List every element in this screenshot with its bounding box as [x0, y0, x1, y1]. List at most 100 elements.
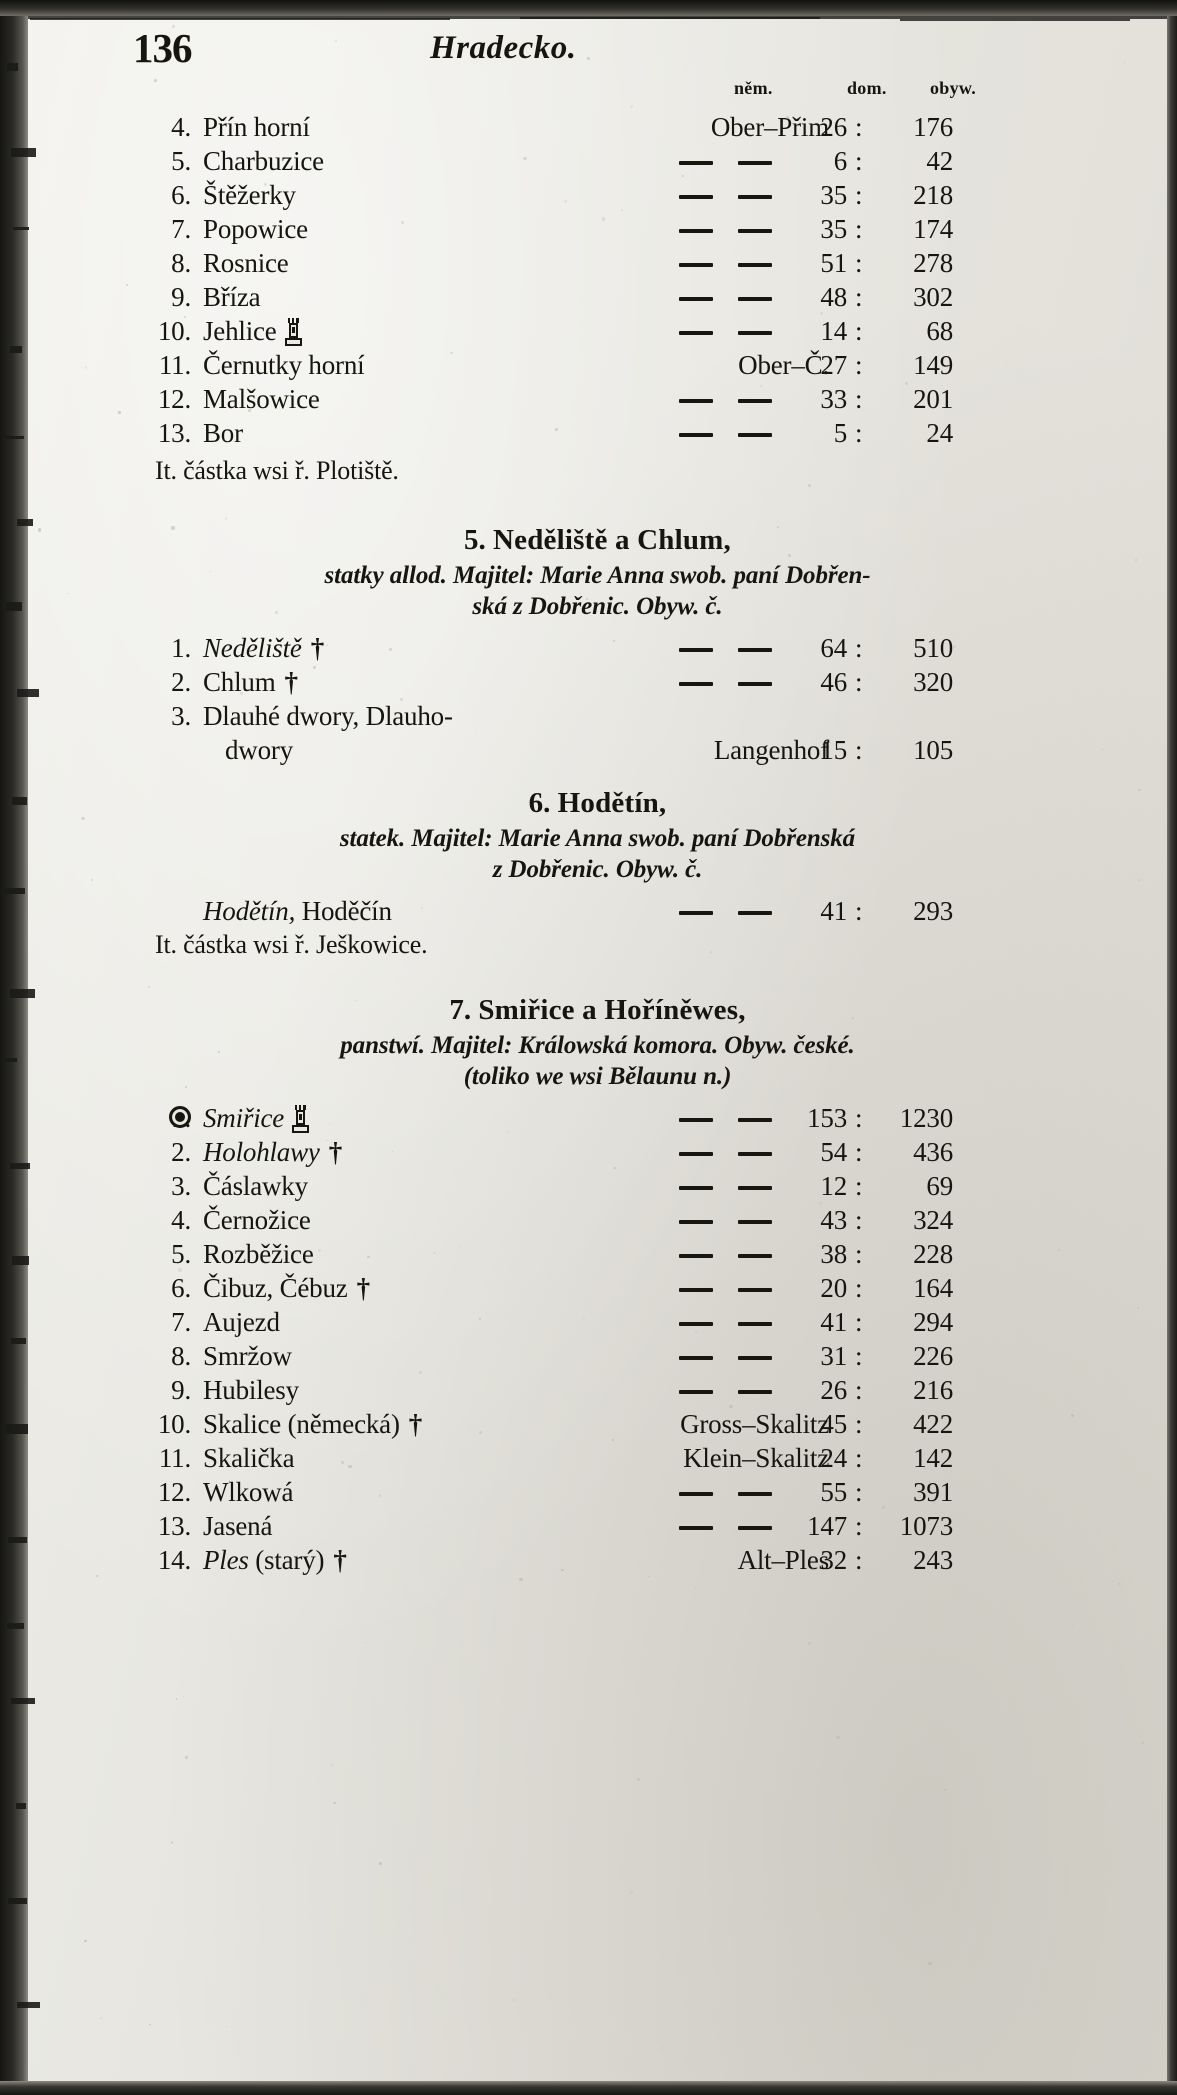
dash-german [679, 229, 713, 233]
paper-speck [807, 483, 811, 488]
table-row: 10. Jehlice 14: 68 [133, 316, 1063, 348]
dash-german [679, 1254, 713, 1258]
inhabitants-count: 24 [926, 418, 953, 448]
paper-speck [185, 1085, 188, 1088]
paper-speck [284, 267, 287, 270]
table-row: 11. Černutky horní Ober–Č. 27: 149 [133, 350, 1063, 382]
paper-speck [239, 692, 243, 696]
settlement-name: Bříza [203, 282, 261, 313]
paper-speck [367, 1255, 370, 1259]
row-index: 8. [171, 1341, 191, 1371]
dash-german [679, 1356, 713, 1360]
count-separator: : [855, 633, 863, 663]
row-index: 10. [157, 1409, 191, 1439]
settlement-name: Jehlice [203, 316, 302, 347]
paper-speck [182, 1696, 184, 1698]
paper-speck [331, 1763, 334, 1767]
paper-speck [341, 1460, 345, 1464]
houses-count: 41 [820, 896, 847, 926]
inhabitants-count: 391 [913, 1477, 953, 1507]
dash-german [679, 1220, 713, 1224]
german-name: Langenhof [713, 735, 829, 765]
row-index: 6. [171, 1273, 191, 1303]
count-separator: : [855, 1545, 863, 1575]
paper-speck [400, 220, 404, 224]
paper-speck [224, 517, 227, 520]
dash-german-2 [738, 1254, 772, 1258]
section-title: Smiřice a Hoříněwes, [478, 994, 746, 1026]
houses-count: 153 [807, 1103, 847, 1133]
paper-speck [1071, 1414, 1075, 1418]
paper-speck [81, 816, 85, 820]
count-separator: : [855, 1239, 863, 1269]
count-separator: : [855, 248, 863, 278]
paper-speck [820, 312, 824, 315]
dash-german-2 [738, 195, 772, 199]
paper-speck [67, 592, 69, 595]
paper-speck [450, 351, 453, 355]
inhabitants-count: 294 [913, 1307, 953, 1337]
scanner-edge-notch [16, 2001, 40, 2008]
paper-speck [474, 728, 477, 731]
scanner-edge-notch [9, 345, 23, 354]
castle-base [284, 338, 302, 346]
settlement-name-text: Černutky horní [203, 350, 365, 380]
table-row: 11. Skalička Klein–Skalitz 24: 142 [133, 1443, 1063, 1475]
settlement-name: Smiřice [169, 1103, 310, 1134]
paper-speck [564, 199, 567, 203]
paper-edge-artifact [30, 18, 450, 20]
houses-count: 38 [820, 1239, 847, 1269]
scanner-edge-notch [5, 1424, 29, 1435]
paper-speck [836, 1735, 840, 1739]
scanner-edge-notch [7, 1537, 27, 1543]
paper-speck [295, 1223, 299, 1227]
paper-speck [218, 1051, 220, 1053]
dash-german [679, 1492, 713, 1496]
castle-window [299, 1114, 303, 1120]
settlement-name-text: Holohlawy [203, 1137, 320, 1167]
houses-count: 46 [820, 667, 847, 697]
dash-german [679, 195, 713, 199]
houses-count: 48 [820, 282, 847, 312]
houses-count: 43 [820, 1205, 847, 1235]
count-separator: : [855, 1307, 863, 1337]
paper-speck [612, 1439, 614, 1441]
paper-speck [636, 1778, 640, 1782]
dash-german [679, 1288, 713, 1292]
dash-german-2 [738, 1356, 772, 1360]
table-row: 6. Štěžerky 35: 218 [133, 180, 1063, 212]
paper-speck [478, 1431, 482, 1435]
houses-count: 15 [820, 735, 847, 765]
section-number: 7. [449, 994, 479, 1026]
count-separator: : [855, 1409, 863, 1439]
dash-german-2 [738, 1322, 772, 1326]
houses-count: 41 [820, 1307, 847, 1337]
table-row: 5. Charbuzice 6: 42 [133, 146, 1063, 178]
houses-count: 147 [807, 1511, 847, 1541]
paper-speck [612, 639, 616, 643]
paper-speck [1124, 61, 1126, 64]
scanner-edge-left [0, 0, 28, 2095]
paper-speck [561, 1568, 564, 1572]
dash-german [679, 682, 713, 686]
paper-speck [185, 1755, 189, 1759]
count-separator: : [855, 1273, 863, 1303]
section-heading: 5. Neděliště a Chlum, [28, 524, 1167, 557]
settlement-name-text: Bříza [203, 282, 261, 312]
count-separator: : [855, 180, 863, 210]
settlement-name: Rozběžice [203, 1239, 314, 1270]
paper-speck [851, 1016, 855, 1020]
table-row: 2. Holohlawy † 54: 436 [133, 1137, 1063, 1169]
table-row: 7. Popowice 35: 174 [133, 214, 1063, 246]
row-index: 5. [171, 146, 191, 176]
paper-speck [759, 384, 762, 388]
paper-speck [263, 183, 267, 186]
settlement-name-text: Neděliště [203, 633, 302, 663]
scanner-edge-notch [12, 796, 28, 806]
paper-speck [365, 1642, 367, 1644]
dash-german-2 [738, 682, 772, 686]
settlement-name-text: Malšowice [203, 384, 320, 414]
paper-speck [928, 1961, 932, 1966]
dash-german [679, 263, 713, 267]
